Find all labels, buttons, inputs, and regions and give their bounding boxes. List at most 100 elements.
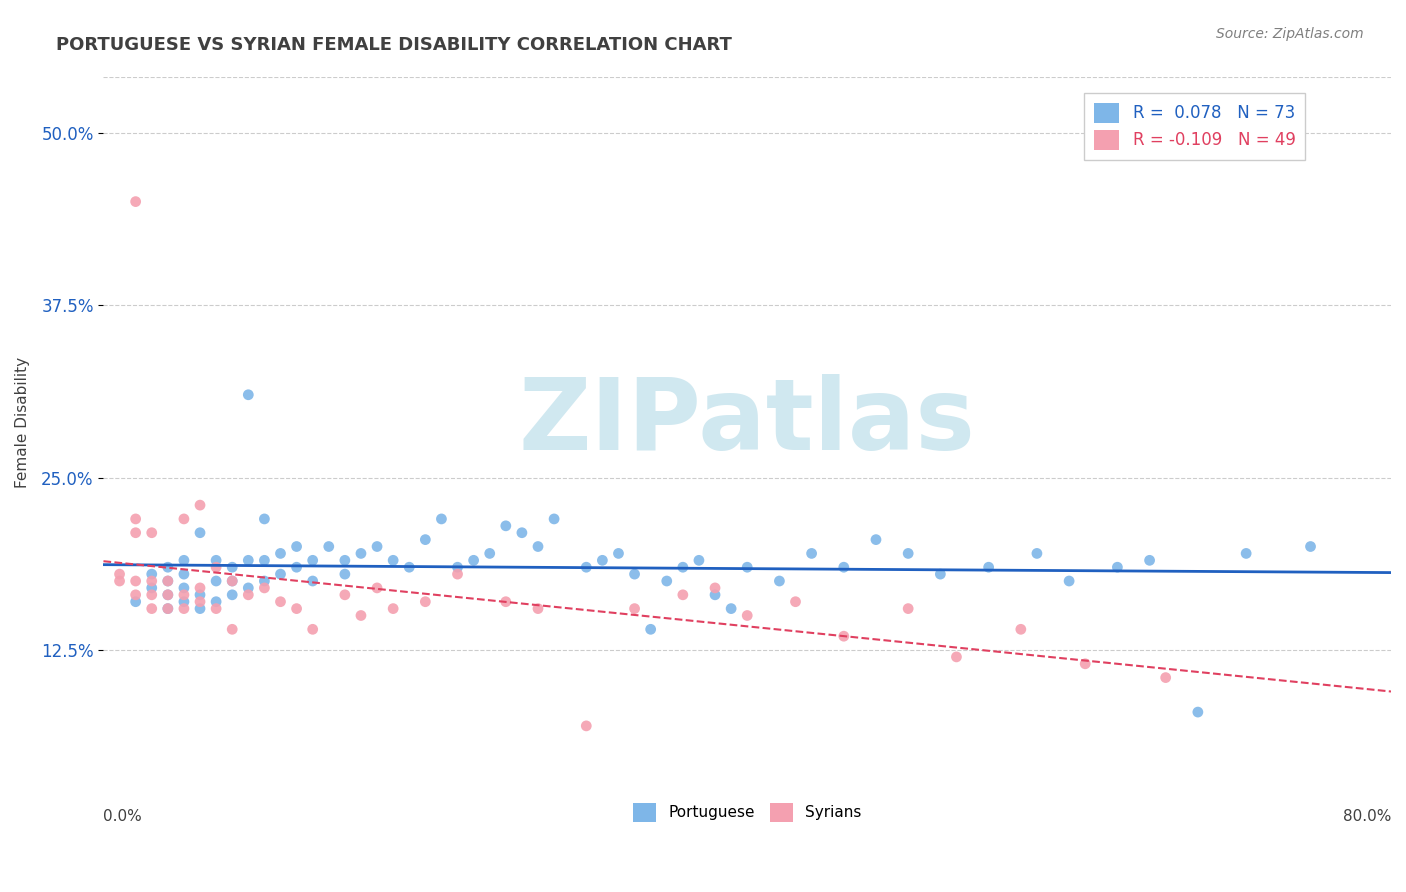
- Point: [977, 560, 1000, 574]
- Point: [108, 574, 131, 588]
- Point: [156, 560, 179, 574]
- Point: [221, 622, 243, 636]
- Point: [301, 622, 323, 636]
- Point: [478, 546, 501, 560]
- Point: [672, 560, 695, 574]
- Legend: R =  0.078   N = 73, R = -0.109   N = 49: R = 0.078 N = 73, R = -0.109 N = 49: [1084, 93, 1305, 160]
- Point: [188, 498, 211, 512]
- Point: [1107, 560, 1129, 574]
- Point: [141, 588, 163, 602]
- Point: [1010, 622, 1032, 636]
- Point: [156, 601, 179, 615]
- Y-axis label: Female Disability: Female Disability: [15, 357, 30, 488]
- Point: [495, 595, 517, 609]
- Point: [543, 512, 565, 526]
- Point: [188, 581, 211, 595]
- Point: [832, 629, 855, 643]
- Point: [253, 581, 276, 595]
- Point: [735, 560, 758, 574]
- Point: [623, 567, 645, 582]
- Point: [398, 560, 420, 574]
- Point: [253, 512, 276, 526]
- Point: [221, 560, 243, 574]
- Point: [253, 574, 276, 588]
- Point: [415, 595, 437, 609]
- Point: [156, 574, 179, 588]
- Point: [415, 533, 437, 547]
- Text: 80.0%: 80.0%: [1343, 809, 1391, 823]
- Point: [1074, 657, 1097, 671]
- Point: [333, 567, 356, 582]
- Point: [607, 546, 630, 560]
- Point: [188, 588, 211, 602]
- Point: [221, 574, 243, 588]
- Point: [141, 567, 163, 582]
- Point: [269, 546, 291, 560]
- Point: [929, 567, 952, 582]
- Point: [188, 601, 211, 615]
- Point: [688, 553, 710, 567]
- Point: [124, 512, 146, 526]
- Text: PORTUGUESE VS SYRIAN FEMALE DISABILITY CORRELATION CHART: PORTUGUESE VS SYRIAN FEMALE DISABILITY C…: [56, 36, 733, 54]
- Point: [366, 581, 388, 595]
- Point: [253, 553, 276, 567]
- Point: [108, 567, 131, 582]
- Point: [800, 546, 823, 560]
- Point: [1057, 574, 1080, 588]
- Point: [382, 601, 405, 615]
- Point: [124, 574, 146, 588]
- Point: [269, 567, 291, 582]
- Point: [124, 595, 146, 609]
- Point: [672, 588, 695, 602]
- Point: [156, 574, 179, 588]
- Point: [156, 601, 179, 615]
- Point: [366, 540, 388, 554]
- Point: [333, 553, 356, 567]
- Point: [205, 595, 228, 609]
- Point: [301, 574, 323, 588]
- Point: [188, 525, 211, 540]
- Point: [301, 553, 323, 567]
- Point: [430, 512, 453, 526]
- Point: [655, 574, 678, 588]
- Point: [285, 601, 308, 615]
- Text: 0.0%: 0.0%: [104, 809, 142, 823]
- Point: [720, 601, 742, 615]
- Point: [1234, 546, 1257, 560]
- Point: [173, 595, 195, 609]
- Point: [865, 533, 887, 547]
- Point: [446, 567, 468, 582]
- Point: [832, 560, 855, 574]
- Point: [141, 574, 163, 588]
- Point: [1154, 671, 1177, 685]
- Point: [575, 560, 598, 574]
- Point: [897, 546, 920, 560]
- Point: [704, 588, 727, 602]
- Point: [173, 512, 195, 526]
- Point: [141, 525, 163, 540]
- Point: [173, 567, 195, 582]
- Point: [221, 588, 243, 602]
- Point: [510, 525, 533, 540]
- Point: [623, 601, 645, 615]
- Point: [350, 608, 373, 623]
- Point: [735, 608, 758, 623]
- Point: [238, 581, 260, 595]
- Point: [382, 553, 405, 567]
- Point: [238, 388, 260, 402]
- Point: [285, 560, 308, 574]
- Point: [205, 601, 228, 615]
- Point: [463, 553, 485, 567]
- Point: [205, 560, 228, 574]
- Point: [446, 560, 468, 574]
- Point: [591, 553, 613, 567]
- Point: [945, 649, 967, 664]
- Point: [1139, 553, 1161, 567]
- Point: [124, 588, 146, 602]
- Point: [527, 601, 550, 615]
- Point: [173, 588, 195, 602]
- Point: [318, 540, 340, 554]
- Point: [205, 574, 228, 588]
- Point: [238, 588, 260, 602]
- Point: [285, 540, 308, 554]
